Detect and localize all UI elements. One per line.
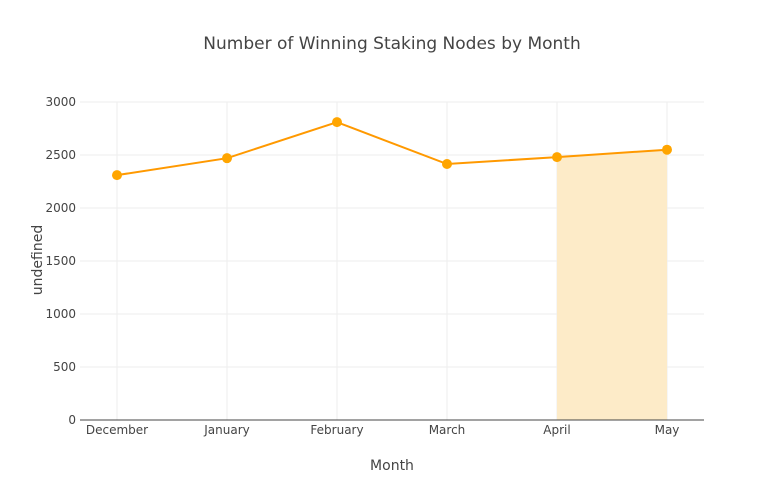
data-point[interactable]	[332, 117, 342, 128]
y-tick-label: 1000	[45, 307, 76, 321]
y-tick-label: 3000	[45, 95, 76, 109]
data-point[interactable]	[662, 144, 672, 155]
x-tick-label: March	[429, 423, 466, 437]
x-tick-label: April	[543, 423, 570, 437]
data-point[interactable]	[112, 170, 122, 181]
y-tick-label: 500	[53, 360, 76, 374]
data-markers[interactable]	[112, 117, 672, 181]
x-tick-label: February	[310, 423, 363, 437]
x-axis-label: Month	[370, 458, 414, 474]
y-tick-label: 1500	[45, 254, 76, 268]
data-point[interactable]	[222, 153, 232, 164]
y-tick-label: 2500	[45, 148, 76, 162]
x-tick-label: January	[203, 423, 250, 437]
data-point[interactable]	[442, 159, 452, 170]
x-tick-label: May	[655, 423, 680, 437]
x-tick-label: December	[86, 423, 148, 437]
highlight-region	[557, 149, 667, 420]
y-tick-label: 2000	[45, 201, 76, 215]
y-tick-label: 0	[68, 413, 76, 427]
data-line	[116, 121, 668, 177]
chart-title: Number of Winning Staking Nodes by Month	[203, 34, 581, 54]
x-axis-ticks: December January February March April May	[86, 423, 680, 437]
data-point[interactable]	[552, 152, 562, 163]
y-axis-ticks: 0 500 1000 1500 2000 2500 3000	[45, 95, 76, 427]
